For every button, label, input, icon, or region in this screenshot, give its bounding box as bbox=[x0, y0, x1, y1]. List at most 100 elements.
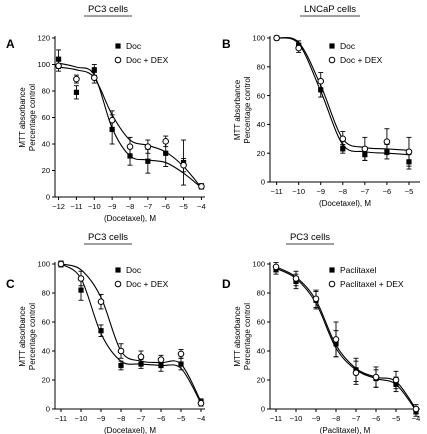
legend-marker bbox=[115, 267, 121, 273]
x-tick-label: −11 bbox=[55, 414, 67, 423]
data-point bbox=[137, 353, 145, 361]
legend-marker bbox=[114, 280, 122, 288]
data-point bbox=[197, 399, 205, 407]
y-tick-label: 100 bbox=[37, 60, 50, 69]
x-tick-label: −8 bbox=[332, 414, 341, 423]
y-axis-label: Percentage control bbox=[243, 303, 252, 370]
y-tick-label: 40 bbox=[257, 347, 265, 356]
x-axis-label: (Docetaxel), M bbox=[104, 426, 156, 434]
data-point bbox=[126, 143, 134, 150]
y-tick-label: 80 bbox=[42, 87, 50, 96]
x-tick-label: −11 bbox=[70, 202, 82, 211]
x-axis-label: (Docetaxel), M bbox=[319, 199, 371, 208]
data-point bbox=[392, 376, 400, 384]
data-point bbox=[273, 34, 280, 42]
y-tick-label: 100 bbox=[252, 260, 265, 269]
y-tick-label: 40 bbox=[42, 140, 50, 149]
y-axis-label: Percentage control bbox=[28, 303, 37, 370]
data-point bbox=[98, 328, 104, 334]
legend-label: Doc bbox=[340, 41, 356, 51]
data-point bbox=[332, 336, 340, 343]
data-point bbox=[405, 148, 413, 156]
y-tick-label: 20 bbox=[42, 166, 50, 175]
data-point bbox=[361, 145, 369, 153]
data-point bbox=[78, 287, 84, 293]
y-tick-label: 0 bbox=[261, 405, 265, 414]
x-tick-label: −6 bbox=[383, 187, 392, 196]
data-point bbox=[372, 373, 380, 381]
data-point bbox=[73, 89, 80, 95]
x-tick-label: −4 bbox=[412, 414, 421, 423]
chart-title: LNCaP cells bbox=[304, 4, 356, 15]
data-point bbox=[55, 62, 62, 70]
x-axis-label: (Docetaxel), M bbox=[104, 214, 156, 223]
x-tick-label: −9 bbox=[97, 414, 106, 423]
x-tick-label: −5 bbox=[392, 414, 401, 423]
y-tick-label: 20 bbox=[257, 149, 265, 158]
data-point bbox=[295, 44, 302, 52]
fit-curve bbox=[58, 66, 202, 189]
data-point bbox=[412, 405, 420, 413]
y-axis-label: MTT absorbance bbox=[233, 306, 242, 367]
y-tick-label: 60 bbox=[257, 318, 265, 327]
chart-title: PC3 cells bbox=[88, 4, 128, 15]
legend-marker bbox=[329, 43, 335, 49]
x-tick-label: −6 bbox=[161, 202, 170, 211]
y-tick-label: 120 bbox=[37, 34, 50, 43]
data-point bbox=[180, 161, 187, 169]
data-point bbox=[55, 56, 62, 62]
legend-marker bbox=[328, 56, 336, 64]
y-tick-label: 100 bbox=[252, 34, 265, 43]
series-2: Doc + DEX bbox=[55, 55, 205, 190]
x-axis-label: (Paclitaxel), M bbox=[320, 426, 371, 434]
legend-marker bbox=[329, 267, 335, 273]
chart-title: PC3 cells bbox=[290, 232, 330, 243]
y-tick-label: 0 bbox=[261, 178, 265, 187]
panel-c: PC3 cells C 0 20 40 60 80 100 −11 −10 −9 −8 −7 −6 −5 −4… bbox=[6, 232, 205, 434]
panel-b: LNCaP cells B 0 20 40 60 80 100 −11 −10 −9 −8 −7 −6 −5… bbox=[222, 4, 420, 208]
x-tick-label: −8 bbox=[339, 187, 348, 196]
series-2: Doc + DEX bbox=[273, 34, 413, 167]
x-tick-label: −10 bbox=[75, 414, 88, 423]
x-tick-label: −4 bbox=[197, 414, 206, 423]
data-point bbox=[57, 260, 65, 268]
x-tick-label: −7 bbox=[352, 414, 361, 423]
x-tick-label: −4 bbox=[197, 202, 206, 211]
legend-label: Doc + DEX bbox=[126, 55, 169, 65]
data-point bbox=[163, 150, 169, 156]
legend-marker bbox=[328, 280, 336, 288]
data-point bbox=[352, 369, 360, 377]
x-tick-label: −10 bbox=[292, 187, 305, 196]
legend-label: Doc bbox=[126, 41, 142, 51]
x-tick-label: −9 bbox=[316, 187, 325, 196]
panel-label: D bbox=[222, 277, 231, 291]
y-axis-label: Percentage control bbox=[28, 84, 37, 151]
legend-label: Doc + DEX bbox=[126, 279, 169, 289]
x-tick-label: −8 bbox=[117, 414, 126, 423]
y-axis-label: MTT absorbance bbox=[18, 306, 27, 367]
y-tick-label: 0 bbox=[46, 193, 50, 202]
fit-curve bbox=[60, 263, 202, 404]
y-tick-label: 60 bbox=[257, 91, 265, 100]
data-point bbox=[90, 74, 98, 82]
x-tick-label: −11 bbox=[271, 187, 283, 196]
data-point bbox=[157, 356, 165, 364]
panel-label: C bbox=[6, 277, 15, 291]
data-point bbox=[272, 263, 280, 271]
panel-d: PC3 cells D 0 20 40 60 80 100 −11 −10 −9 −8 −7 −6 −5 −4… bbox=[222, 232, 420, 434]
data-point bbox=[177, 350, 185, 358]
panel-label: A bbox=[6, 37, 15, 51]
legend-marker bbox=[114, 56, 122, 64]
y-tick-label: 100 bbox=[37, 260, 50, 269]
legend-marker bbox=[115, 43, 121, 49]
x-tick-label: −10 bbox=[290, 414, 303, 423]
data-point bbox=[383, 138, 391, 145]
data-point bbox=[340, 146, 346, 152]
x-tick-label: −12 bbox=[52, 202, 65, 211]
data-point bbox=[339, 135, 347, 143]
x-tick-label: −5 bbox=[177, 414, 186, 423]
series-2: Doc + DEX bbox=[57, 260, 205, 407]
x-tick-label: −5 bbox=[405, 187, 414, 196]
y-axis-label: Percentage control bbox=[243, 76, 252, 143]
